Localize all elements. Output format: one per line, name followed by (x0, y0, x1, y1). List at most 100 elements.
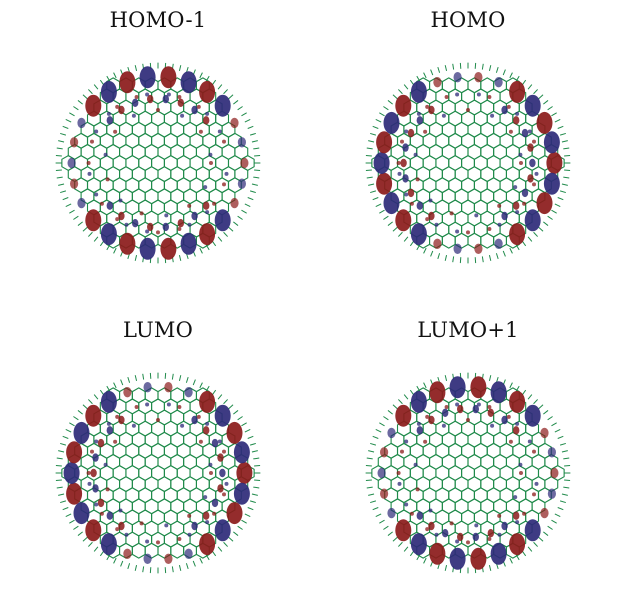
orbital-lobe (199, 391, 215, 413)
orbital-lobe (101, 81, 117, 103)
orbital-lobe (187, 204, 191, 208)
orbital-lobe (119, 509, 123, 513)
orbital-lobe (94, 440, 98, 444)
orbital-lobe (208, 463, 212, 467)
orbital-lobe (115, 527, 119, 531)
orbital-lobe (404, 193, 408, 197)
orbital-lobe (106, 177, 110, 181)
orbital-lobe (181, 233, 197, 255)
orbital-lobe (177, 405, 181, 409)
orbital-lobe (404, 130, 408, 134)
orbital-lobe (544, 173, 560, 195)
orbital-lobe (66, 441, 82, 463)
orbital-lobe (550, 468, 558, 478)
orbital-lobe (222, 182, 226, 186)
orbital-lobe (515, 210, 519, 214)
orbital-lobe (132, 114, 136, 118)
orbital-lobe (145, 230, 149, 234)
orbital-lobe (474, 244, 482, 254)
orbital-lobe (230, 118, 238, 128)
orbital-lobe (515, 520, 519, 524)
orbital-lobe (408, 189, 414, 197)
orbital-lobe (88, 482, 92, 486)
orbital-lobe (491, 381, 507, 403)
orbital-lobe (387, 508, 395, 518)
orbital-lobe (203, 512, 209, 520)
orbital-lobe (455, 230, 459, 234)
orbital-lobe (68, 158, 76, 168)
orbital-lobe (466, 108, 470, 112)
orbital-lobe (548, 489, 556, 499)
orbital-lobe (425, 527, 429, 531)
orbital-lobe (454, 72, 462, 82)
orbital-lobe (435, 533, 439, 537)
orbital-lobe (115, 415, 119, 419)
orbital-lobe (487, 537, 491, 541)
orbital-lobe (395, 209, 411, 231)
orbital-lobe (140, 66, 156, 88)
orbital-lobe (466, 540, 470, 544)
orbital-lobe (417, 426, 423, 434)
orbital-lobe (474, 213, 478, 217)
orbital-lobe (104, 153, 108, 157)
orbital-lobe (215, 519, 231, 541)
orbital-lobe (191, 212, 197, 220)
orbital-lobe (208, 153, 212, 157)
orbital-lobe (164, 523, 168, 527)
orbital-lobe (527, 143, 533, 151)
orbital-lobe (515, 112, 519, 116)
orbital-lobe (535, 482, 539, 486)
orbital-lobe (540, 428, 548, 438)
orbital-lobe (205, 520, 209, 524)
orbital-lobe (234, 483, 250, 505)
orbital-lobe (85, 405, 101, 427)
orbital-lobe (398, 482, 402, 486)
orbital-lobe (203, 202, 209, 210)
orbital-lobe (205, 210, 209, 214)
orbital-lobe (92, 484, 98, 492)
orbital-lobe (144, 382, 152, 392)
orbital-lobe (546, 152, 562, 174)
orbital-lobe (411, 391, 427, 413)
orbital-lobes (374, 72, 563, 254)
orbital-lobe (123, 387, 131, 397)
orbital-lobe (101, 391, 117, 413)
orbital-lobe (215, 405, 231, 427)
orbital-lobe (513, 116, 519, 124)
orbital-lobe (135, 95, 139, 99)
orbital-lobe (203, 495, 207, 499)
orbital-lobe (217, 453, 223, 461)
orbital-lobe (240, 158, 248, 168)
orbital-lobe (400, 450, 404, 454)
orbital-lobe (167, 93, 171, 97)
orbital-lobe (197, 415, 201, 419)
orbital-lobe (498, 533, 502, 537)
orbital-lobe (218, 440, 222, 444)
orbital-lobe (74, 502, 90, 524)
orbital-lobe (442, 409, 448, 417)
orbital-lobe (417, 116, 423, 124)
orbital-lobe (507, 105, 511, 109)
orbital-lobe (178, 99, 184, 107)
orbital-lobe (104, 463, 108, 467)
orbital-lobe (527, 174, 533, 182)
orbital-lobe (501, 212, 507, 220)
orbital-lobe (227, 502, 243, 524)
orbital-lobe (411, 533, 427, 555)
orbital-lobe (199, 440, 203, 444)
orbital-lobe (498, 223, 502, 227)
orbital-lobe (416, 487, 420, 491)
orbital-lobe (387, 428, 395, 438)
orbital-lobe (417, 202, 423, 210)
panel-homo-minus-1: HOMO-1 (8, 0, 308, 290)
orbital-lobe (532, 492, 536, 496)
orbital-lobe (238, 179, 246, 189)
panel-homo: HOMO (318, 0, 618, 290)
orbital-lobe (455, 403, 459, 407)
orbital-lobe (177, 227, 181, 231)
orbital-lobe (156, 108, 160, 112)
orbital-lobe (429, 543, 445, 565)
orbital-lobe (544, 131, 560, 153)
orbital-lobe (442, 424, 446, 428)
orbital-lobe (115, 217, 119, 221)
